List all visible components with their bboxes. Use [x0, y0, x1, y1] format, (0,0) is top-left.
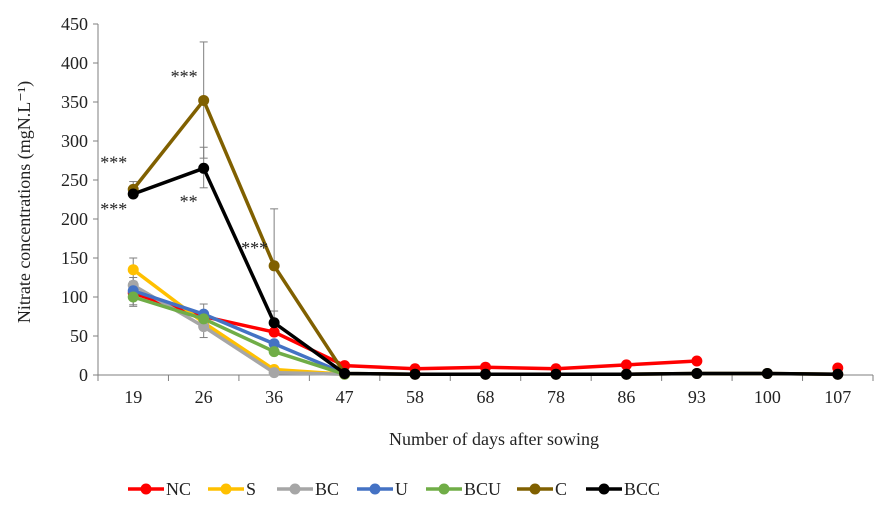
y-tick-label: 350: [61, 92, 88, 112]
data-point: [832, 368, 844, 380]
significance-annotation: ***: [100, 152, 127, 172]
y-tick-label: 250: [61, 170, 88, 190]
y-tick-label: 150: [61, 248, 88, 268]
y-tick-label: 400: [61, 53, 88, 73]
legend-swatch-marker: [220, 483, 232, 495]
legend-item-s: S: [208, 479, 256, 499]
x-axis-title: Number of days after sowing: [389, 429, 599, 449]
x-tick-label: 19: [124, 387, 142, 407]
legend-swatch-marker: [438, 483, 450, 495]
legend-swatch-marker: [598, 483, 610, 495]
legend-swatch-marker: [529, 483, 541, 495]
data-point: [761, 367, 773, 379]
series-line: [132, 289, 346, 376]
legend-label: BC: [315, 479, 339, 499]
y-tick-label: 300: [61, 131, 88, 151]
y-tick-label: 450: [61, 14, 88, 34]
data-point: [268, 346, 280, 358]
data-point: [198, 313, 210, 325]
y-axis-title: Nitrate concentrations (mgN.L⁻¹): [14, 81, 35, 323]
series-line: [132, 295, 346, 376]
significance-annotation: ***: [171, 67, 198, 87]
data-point: [268, 326, 280, 338]
data-point: [339, 367, 351, 379]
legend: NC S BC U BCU C BCC: [128, 479, 660, 499]
series-line: [132, 283, 345, 376]
y-tick-label: 100: [61, 287, 88, 307]
legend-label: C: [555, 479, 567, 499]
series: [127, 94, 844, 380]
x-tick-label: 58: [406, 387, 424, 407]
legend-swatch-marker: [369, 483, 381, 495]
legend-item-bc: BC: [277, 479, 339, 499]
legend-label: S: [246, 479, 256, 499]
significance-annotation: ***: [100, 199, 127, 219]
x-tick-label: 26: [195, 387, 213, 407]
legend-label: U: [395, 479, 408, 499]
series-nc: [127, 287, 844, 375]
data-point: [268, 317, 280, 329]
x-tick-label: 47: [336, 387, 354, 407]
x-tick-label: 107: [824, 387, 851, 407]
legend-label: BCU: [464, 479, 501, 499]
x-tick-label: 68: [477, 387, 495, 407]
data-point: [198, 162, 210, 174]
data-point: [268, 338, 280, 350]
data-point: [691, 367, 703, 379]
legend-item-nc: NC: [128, 479, 191, 499]
data-point: [620, 368, 632, 380]
y-tick-label: 50: [70, 326, 88, 346]
x-tick-label: 78: [547, 387, 565, 407]
legend-swatch-marker: [289, 483, 301, 495]
data-point: [198, 94, 210, 106]
data-point: [127, 188, 139, 200]
series-line: [132, 166, 838, 376]
legend-label: NC: [166, 479, 191, 499]
legend-item-bcc: BCC: [586, 479, 660, 499]
legend-label: BCC: [624, 479, 660, 499]
series-bcc: [127, 162, 844, 380]
data-point: [198, 321, 210, 333]
x-tick-label: 36: [265, 387, 283, 407]
data-point: [127, 264, 139, 276]
x-tick-label: 86: [617, 387, 635, 407]
data-point: [620, 359, 632, 371]
data-point: [480, 368, 491, 380]
data-point: [691, 355, 703, 367]
legend-item-c: C: [517, 479, 567, 499]
series-line: [131, 98, 838, 376]
data-point: [127, 291, 139, 303]
data-point: [268, 367, 280, 379]
significance-annotation: **: [180, 191, 198, 211]
series-bcu: [127, 291, 351, 380]
data-point: [268, 260, 280, 272]
y-tick-label: 200: [61, 209, 88, 229]
data-point: [409, 368, 421, 380]
axes: 0 50 100 150 200 250 300 350 400 450 19 26 36 47 58 68 7…: [61, 14, 874, 407]
legend-item-bcu: BCU: [426, 479, 501, 499]
legend-swatch-marker: [140, 483, 152, 495]
annotations: **************: [100, 67, 268, 259]
legend-item-u: U: [357, 479, 408, 499]
x-tick-label: 93: [688, 387, 706, 407]
data-point: [550, 368, 562, 380]
y-tick-label: 0: [79, 365, 88, 385]
significance-annotation: ***: [241, 238, 268, 258]
x-tick-label: 100: [754, 387, 781, 407]
